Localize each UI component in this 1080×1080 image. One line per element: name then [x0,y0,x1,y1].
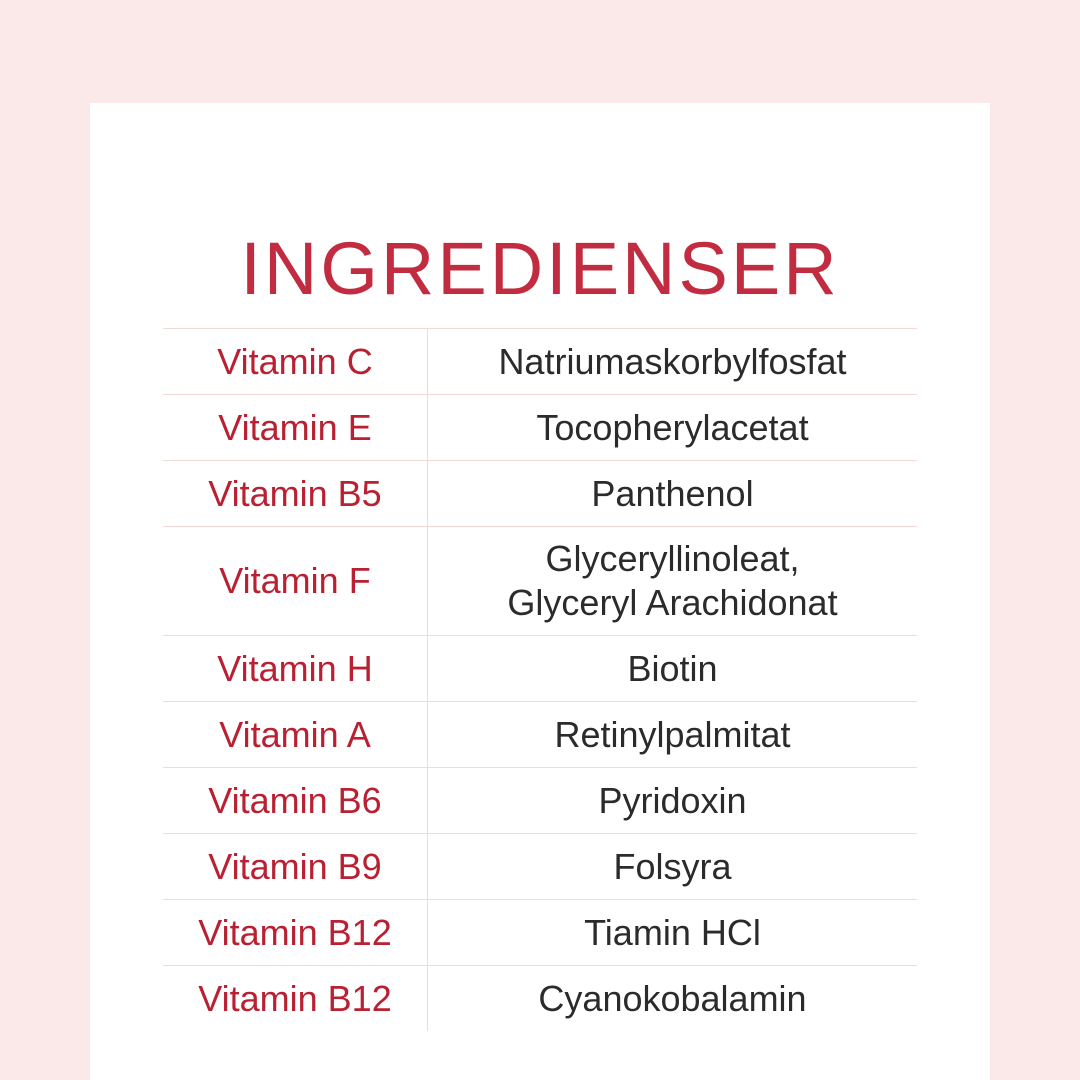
ingredient-value: Pyridoxin [598,779,747,821]
content-card [90,103,990,1080]
ingredient-value: Tiamin HCl [584,911,761,953]
vitamin-label: Vitamin B5 [163,461,428,526]
table-row: Vitamin B5 Panthenol [163,460,917,526]
vitamin-label: Vitamin B12 [163,900,428,965]
vitamin-label: Vitamin E [163,395,428,460]
ingredients-table: Vitamin C Natriumaskorbylfosfat Vitamin E T… [163,328,917,1031]
table-row: Vitamin F Glyceryllinoleat, Glyceryl Arac… [163,526,917,635]
ingredient-value: Tocopherylacetat [536,406,809,448]
table-row: Vitamin B9 Folsyra [163,833,917,899]
table-row: Vitamin C Natriumaskorbylfosfat [163,328,917,394]
table-row: Vitamin B12 Cyanokobalamin [163,965,917,1031]
page-title: INGREDIENSER [240,226,840,310]
table-row: Vitamin H Biotin [163,635,917,701]
ingredient-value: Natriumaskorbylfosfat [498,340,847,382]
vitamin-label: Vitamin F [163,527,428,635]
ingredient-value: Cyanokobalamin [538,977,807,1019]
table-row: Vitamin E Tocopherylacetat [163,394,917,460]
vitamin-label: Vitamin B9 [163,834,428,899]
vitamin-label: Vitamin C [163,329,428,394]
ingredient-value: Biotin [627,647,718,689]
ingredient-value: Folsyra [613,845,732,887]
ingredient-value: Retinylpalmitat [554,713,791,755]
vitamin-label: Vitamin A [163,702,428,767]
vitamin-label: Vitamin B12 [163,966,428,1031]
ingredient-value: Glyceryllinoleat, Glyceryl Arachidonat [507,538,838,623]
ingredient-value: Panthenol [591,472,754,514]
table-row: Vitamin B6 Pyridoxin [163,767,917,833]
vitamin-label: Vitamin B6 [163,768,428,833]
vitamin-label: Vitamin H [163,636,428,701]
table-row: Vitamin B12 Tiamin HCl [163,899,917,965]
table-row: Vitamin A Retinylpalmitat [163,701,917,767]
